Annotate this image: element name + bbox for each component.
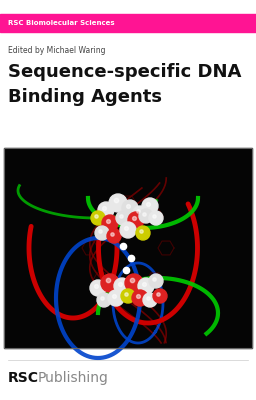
Circle shape	[101, 274, 119, 292]
Circle shape	[153, 289, 167, 303]
Circle shape	[108, 290, 124, 306]
Circle shape	[136, 226, 150, 240]
Circle shape	[142, 198, 158, 214]
Circle shape	[98, 202, 114, 218]
Circle shape	[128, 212, 144, 228]
Circle shape	[95, 226, 109, 240]
Bar	[4, 148, 252, 348]
Text: Binding Agents: Binding Agents	[8, 88, 162, 106]
Circle shape	[132, 290, 148, 306]
Bar	[0, 14, 256, 32]
Circle shape	[97, 293, 111, 307]
Text: Edited by Michael Waring: Edited by Michael Waring	[8, 46, 105, 55]
Text: Publishing: Publishing	[38, 371, 109, 385]
Circle shape	[116, 211, 130, 225]
Circle shape	[149, 274, 163, 288]
Circle shape	[102, 215, 118, 231]
Circle shape	[107, 229, 121, 243]
Circle shape	[120, 222, 136, 238]
Circle shape	[125, 274, 143, 292]
Circle shape	[133, 206, 147, 220]
Circle shape	[149, 211, 163, 225]
Circle shape	[138, 278, 154, 294]
Text: Sequence-specific DNA: Sequence-specific DNA	[8, 63, 241, 81]
Circle shape	[90, 280, 106, 296]
Circle shape	[114, 278, 130, 294]
Text: RSC: RSC	[8, 371, 39, 385]
Circle shape	[139, 209, 153, 223]
Circle shape	[91, 211, 105, 225]
Circle shape	[122, 200, 138, 216]
Circle shape	[109, 194, 127, 212]
Bar	[4, 148, 252, 348]
Circle shape	[143, 293, 157, 307]
Circle shape	[121, 289, 135, 303]
Text: RSC Biomolecular Sciences: RSC Biomolecular Sciences	[8, 20, 115, 26]
